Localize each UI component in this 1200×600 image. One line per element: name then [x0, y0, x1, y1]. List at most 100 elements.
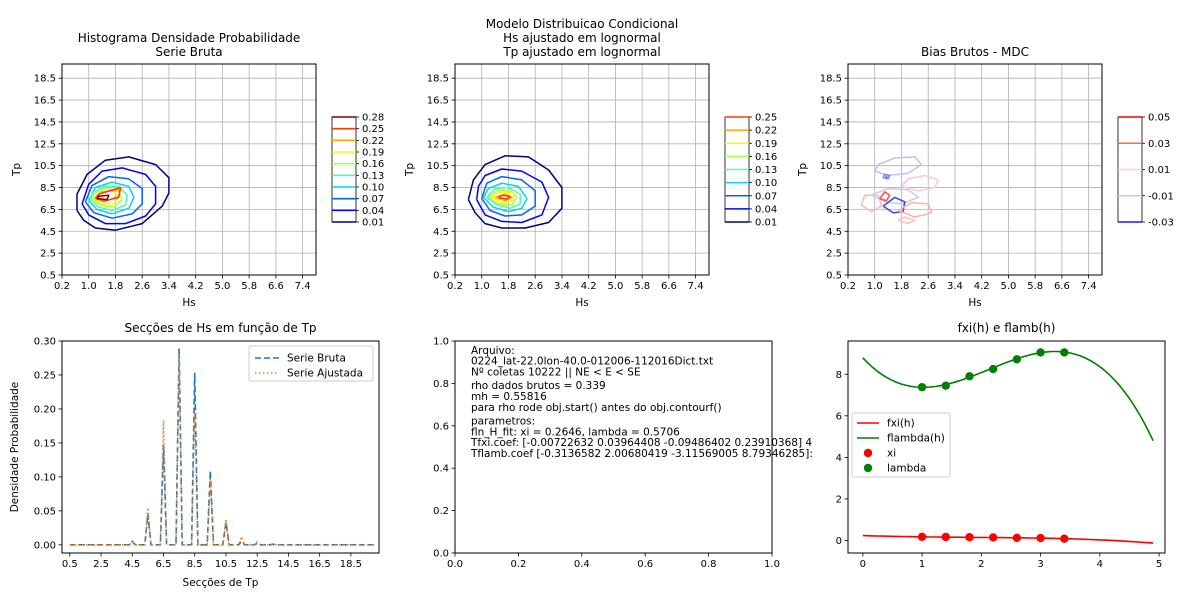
y-tick-label: 0.5 — [40, 271, 56, 282]
x-tick-label: 5.8 — [241, 281, 257, 292]
contour-line — [88, 181, 135, 215]
colorbar-tick-label: 0.10 — [755, 178, 777, 189]
x-tick-label: 6.6 — [1054, 281, 1070, 292]
colorbar-tick-label: 0.07 — [755, 191, 777, 202]
colorbar-tick-label: 0.13 — [362, 171, 384, 182]
info-line: rho dados brutos = 0.339 — [471, 380, 606, 392]
contour-line — [860, 194, 883, 213]
x-tick-label: 0.2 — [840, 281, 856, 292]
info-line: Tfxi.coef: [-0.00722632 0.03964408 -0.09… — [470, 437, 812, 449]
y-tick-label: 10.5 — [34, 161, 56, 172]
plot-title: Bias Brutos - MDC — [921, 45, 1029, 59]
x-tick-label: 2.6 — [134, 281, 150, 292]
x-tick-label: 7.4 — [688, 281, 704, 292]
x-tick-label: 10.5 — [215, 559, 237, 570]
colorbar-tick-label: 0.04 — [755, 204, 777, 215]
legend-entry: xi — [887, 448, 896, 460]
plot-title: Secções de Hs em função de Tp — [124, 321, 316, 335]
scatter-point-xi — [1036, 533, 1045, 543]
contour-line — [871, 187, 919, 205]
plot-frame-2 — [847, 63, 1103, 276]
colorbar: -0.03 -0.01 0.01 0.03 0.05 — [1117, 113, 1174, 229]
contour-panel-1: 0.2 1.0 1.8 2.6 3.4 4.2 5.0 5.8 6.6 7.4 0.5 2.5 4.5 6… — [11, 31, 384, 309]
colorbar-tick-label: 0.16 — [362, 159, 384, 170]
y-tick-label: 0.05 — [34, 506, 56, 517]
x-tick-label: 5.8 — [1027, 281, 1043, 292]
x-tick-label: 3.4 — [554, 281, 570, 292]
plot-frame-0 — [61, 63, 317, 276]
contour-line — [91, 187, 123, 208]
series-line-2 — [69, 354, 375, 546]
contour-line — [486, 186, 521, 210]
y-axis-label: Tp — [404, 163, 416, 177]
y-tick-label: 6.5 — [433, 205, 449, 216]
y-tick-label: 0 — [836, 536, 842, 547]
colorbar: 0.01 0.04 0.07 0.10 0.13 0.16 0.19 0.22 0.25 — [724, 113, 777, 229]
x-tick-label: 0.2 — [510, 559, 526, 570]
contour-line — [89, 185, 128, 212]
scatter-point-lambda — [917, 382, 927, 392]
contour-line — [491, 191, 515, 204]
x-tick-label: 1.8 — [501, 281, 517, 292]
contour-line — [96, 194, 110, 201]
x-tick-label: 0 — [860, 559, 866, 570]
info-panel: 0.0 0.2 0.4 0.6 0.8 1.0 0.0 0.2 0.4 0.6 0.8 1.0 Arqu… — [433, 337, 813, 571]
colorbar-tick-label: 0.22 — [755, 126, 777, 137]
colorbar-tick-label: 0.19 — [362, 148, 384, 159]
legend-swatch — [863, 463, 873, 473]
x-tick-label: 0.6 — [637, 559, 653, 570]
y-tick-label: 0.8 — [433, 379, 449, 390]
contour-line — [480, 175, 536, 217]
y-axis-label: Tp — [11, 163, 23, 177]
contour-line — [874, 156, 923, 177]
scatter-point-xi — [1060, 534, 1069, 543]
x-tick-label: 1.0 — [867, 281, 883, 292]
x-tick-label: 3 — [1037, 559, 1043, 570]
fxi-flamb-panel: 0 1 2 3 4 5 0 2 4 6 8 fxi(h) e flamb(h) fxi(h) flambd… — [836, 321, 1166, 570]
colorbar-tick-label: 0.07 — [362, 194, 384, 205]
y-tick-label: 18.5 — [820, 74, 842, 85]
y-tick-label: 0.00 — [34, 540, 56, 551]
contour-line — [482, 182, 528, 213]
info-line: 0224_lat-22.0lon-40.0-012006-112016Dict.… — [471, 356, 713, 368]
x-tick-label: 16.5 — [309, 559, 331, 570]
y-tick-label: 16.5 — [34, 96, 56, 107]
info-line: para rho rode obj.start() antes do obj.c… — [471, 402, 722, 414]
y-tick-label: 4 — [836, 453, 842, 464]
x-tick-label: 2.6 — [527, 281, 543, 292]
colorbar-tick-label: 0.28 — [362, 113, 384, 124]
y-tick-label: 6.5 — [40, 205, 56, 216]
contour-line — [497, 194, 511, 200]
colorbar-tick-label: 0.25 — [362, 124, 384, 135]
colorbar-tick-label: 0.19 — [755, 139, 777, 150]
colorbar-tick-label: 0.03 — [1148, 139, 1170, 150]
x-tick-label: 18.5 — [340, 559, 362, 570]
contour-line — [885, 175, 888, 179]
y-tick-label: 2 — [836, 494, 842, 505]
x-tick-label: 0.5 — [62, 559, 78, 570]
x-tick-label: 1.0 — [764, 559, 780, 570]
y-tick-label: 0.30 — [34, 337, 56, 348]
x-axis-label: Hs — [968, 297, 981, 309]
contour-panel-3: 0.2 1.0 1.8 2.6 3.4 4.2 5.0 5.8 6.6 7.4 0.5 2.5 4.5 6… — [797, 45, 1174, 309]
contour-line — [879, 191, 891, 202]
y-tick-label: 10.5 — [427, 161, 449, 172]
legend-entry: Serie Ajustada — [287, 368, 363, 380]
scatter-point-lambda — [1036, 348, 1045, 357]
colorbar-tick-label: 0.13 — [755, 165, 777, 176]
series-line-flambdah — [862, 350, 1154, 441]
scatter-point-lambda — [1012, 355, 1022, 364]
y-tick-label: 18.5 — [34, 74, 56, 85]
scatter-point-lambda — [988, 364, 998, 374]
y-tick-label: 16.5 — [820, 96, 842, 107]
scatter-point-xi — [917, 532, 927, 541]
info-line: parametros: — [471, 416, 535, 428]
legend-entry: flambda(h) — [887, 433, 945, 445]
series-line-fxih — [862, 534, 1154, 544]
x-tick-label: 5.8 — [634, 281, 650, 292]
y-tick-label: 2.5 — [826, 249, 842, 260]
y-tick-label: 12.5 — [34, 139, 56, 150]
plot-frame-5 — [847, 340, 1166, 554]
x-tick-label: 5.0 — [1000, 281, 1016, 292]
